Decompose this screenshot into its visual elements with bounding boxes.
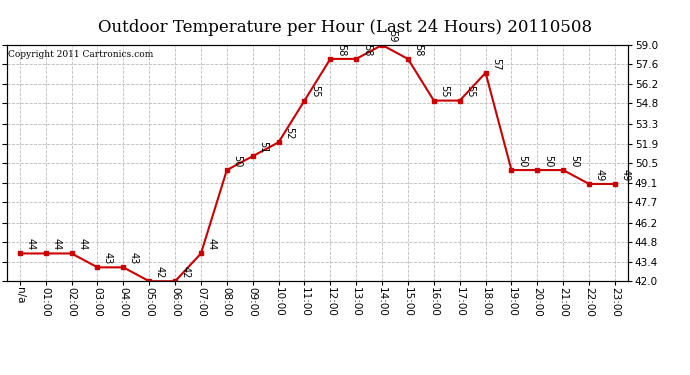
Text: Copyright 2011 Cartronics.com: Copyright 2011 Cartronics.com	[8, 50, 153, 59]
Text: 50: 50	[543, 155, 553, 167]
Text: 51: 51	[258, 141, 268, 153]
Text: 50: 50	[569, 155, 579, 167]
Text: 43: 43	[129, 252, 139, 265]
Text: 58: 58	[362, 44, 372, 56]
Text: 43: 43	[103, 252, 113, 265]
Text: 52: 52	[284, 127, 294, 140]
Text: 44: 44	[26, 238, 35, 250]
Text: 58: 58	[413, 44, 424, 56]
Text: 55: 55	[465, 85, 475, 98]
Text: 50: 50	[233, 155, 242, 167]
Text: 49: 49	[620, 169, 631, 181]
Text: 44: 44	[51, 238, 61, 250]
Text: 58: 58	[336, 44, 346, 56]
Text: 42: 42	[155, 266, 165, 279]
Text: 59: 59	[388, 30, 397, 42]
Text: 42: 42	[181, 266, 190, 279]
Text: 49: 49	[595, 169, 604, 181]
Text: Outdoor Temperature per Hour (Last 24 Hours) 20110508: Outdoor Temperature per Hour (Last 24 Ho…	[98, 19, 592, 36]
Text: 44: 44	[77, 238, 87, 250]
Text: 50: 50	[517, 155, 527, 167]
Text: 44: 44	[206, 238, 217, 250]
Text: 55: 55	[310, 85, 320, 98]
Text: 57: 57	[491, 57, 501, 70]
Text: 55: 55	[440, 85, 449, 98]
